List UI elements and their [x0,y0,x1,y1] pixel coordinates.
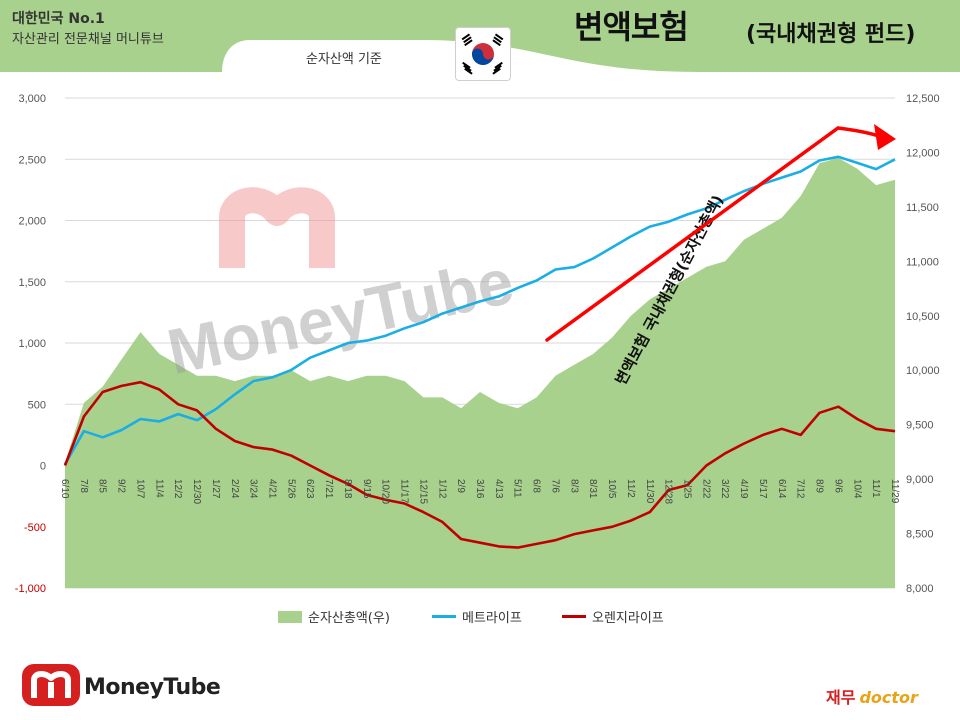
area-layer [65,157,895,588]
korea-flag-icon [455,27,511,81]
x-tick-label: 5/26 [285,479,296,499]
right-tick-label: 8,500 [906,529,934,541]
watermark-text: MoneyTube [161,245,519,388]
x-tick-label: 10/5 [606,479,617,499]
chart: MoneyTube 3,000 2,500 2,000 1,500 1,000 500 0 -… [15,93,940,595]
right-tick-label: 9,000 [906,474,934,486]
legend-label-orange: 오렌지라이프 [592,611,664,626]
footer-doctor-english: doctor [859,688,918,707]
x-tick-label: 11/29 [889,479,900,504]
footer-doctor-korean: 재무 [826,688,856,707]
x-tick-label: 1/27 [210,479,221,499]
trend-arrow-head [874,124,896,150]
right-tick-label: 11,000 [906,256,939,268]
x-tick-label: 11/1 [870,479,881,498]
x-tick-label: 5/11 [512,479,523,498]
left-tick-label: 3,000 [18,93,46,105]
left-tick-label: 1,500 [18,277,46,289]
x-tick-label: 2/22 [700,479,711,499]
x-tick-label: 8/3 [568,479,579,493]
x-tick-label: 4/21 [267,479,278,499]
right-tick-label: 9,500 [906,420,934,432]
legend-item-orange: 오렌지라이프 [562,607,664,626]
watermark-logo-icon [219,187,335,268]
left-tick-label: -1,000 [15,583,46,595]
series-area-total-net-assets [65,157,895,588]
x-tick-label: 9/6 [832,479,843,493]
left-tick-label: 2,500 [18,154,46,166]
watermark: MoneyTube [161,187,519,388]
brand-line1: 대한민국 No.1 [12,11,105,27]
x-tick-label: 10/4 [851,479,862,499]
x-tick-label: 11/4 [153,479,164,498]
moneytube-logo-icon [22,664,80,710]
x-tick-label: 7/6 [549,479,560,493]
left-tick-label: -500 [24,522,46,534]
footer-logo-text: MoneyTube [84,675,221,700]
legend-item-metlife: 메트라이프 [432,607,522,626]
x-tick-label: 10/20 [380,479,391,504]
x-tick-label: 8/5 [97,479,108,493]
x-tick-label: 12/15 [417,479,428,504]
x-tick-label: 12/28 [663,479,674,504]
left-tick-label: 2,000 [18,216,46,228]
legend-swatch-metlife [432,615,456,618]
x-tick-label: 3/24 [248,479,259,499]
x-tick-label: 8/18 [342,479,353,499]
x-tick-label: 6/8 [531,479,542,493]
header-banner: 대한민국 No.1 자산관리 전문채널 머니튜브 변액보험 (국내채권형 펀드)… [0,0,960,81]
x-tick-label: 3/16 [474,479,485,499]
left-tick-label: 1,000 [18,338,46,350]
x-tick-label: 4/13 [493,479,504,499]
x-tick-label: 1/12 [436,479,447,499]
x-tick-label: 5/17 [757,479,768,499]
right-tick-label: 8,000 [906,583,934,595]
right-tick-label: 10,000 [906,365,940,377]
left-tick-label: 500 [28,399,46,411]
x-tick-label: 12/30 [191,479,202,504]
x-tick-label: 7/21 [323,479,334,499]
x-tick-label: 11/30 [644,479,655,504]
chart-legend: 순자산총액(우) 메트라이프 오렌지라이프 [0,607,960,631]
x-tick-label: 9/2 [116,479,127,493]
legend-swatch-area [278,610,302,623]
footer-doctor-logo: 재무 doctor [826,684,918,708]
legend-label-area: 순자산총액(우) [308,611,390,626]
x-tick-label: 8/9 [814,479,825,493]
x-tick-label: 7/12 [795,479,806,499]
page-title: 변액보험 [574,8,689,46]
x-tick-label: 2/24 [229,479,240,499]
x-tick-label: 9/15 [361,479,372,499]
right-tick-label: 10,500 [906,311,940,323]
x-tick-label: 7/8 [78,479,89,493]
right-tick-label: 12,500 [906,93,940,105]
x-tick-label: 11/2 [625,479,636,498]
x-tick-label: 6/23 [304,479,315,499]
brand-line2: 자산관리 전문채널 머니튜브 [12,32,164,47]
x-tick-label: 3/22 [719,479,730,499]
chart-subtitle: 순자산액 기준 [306,52,382,67]
series-line-orangelife [63,380,896,549]
x-tick-label: 11/17 [399,479,410,504]
right-tick-label: 11,500 [906,202,939,214]
legend-swatch-orange [562,615,586,618]
x-tick-label: 1/25 [682,479,693,499]
chart-axes: 3,000 2,500 2,000 1,500 1,000 500 0 -500 -1,000 1… [15,93,940,595]
left-tick-label: 0 [40,461,46,473]
legend-item-area: 순자산총액(우) [278,607,390,626]
x-tick-label: 8/31 [587,479,598,499]
x-tick-label: 4/19 [738,479,749,499]
x-tick-label: 2/9 [455,479,466,493]
right-tick-label: 12,000 [906,147,940,159]
x-tick-label: 12/2 [172,479,183,499]
page-title-sub: (국내채권형 펀드) [746,22,916,47]
legend-label-metlife: 메트라이프 [462,611,522,626]
x-tick-label: 10/7 [134,479,145,499]
x-tick-label: 6/10 [59,479,70,499]
x-tick-label: 6/14 [776,479,787,499]
